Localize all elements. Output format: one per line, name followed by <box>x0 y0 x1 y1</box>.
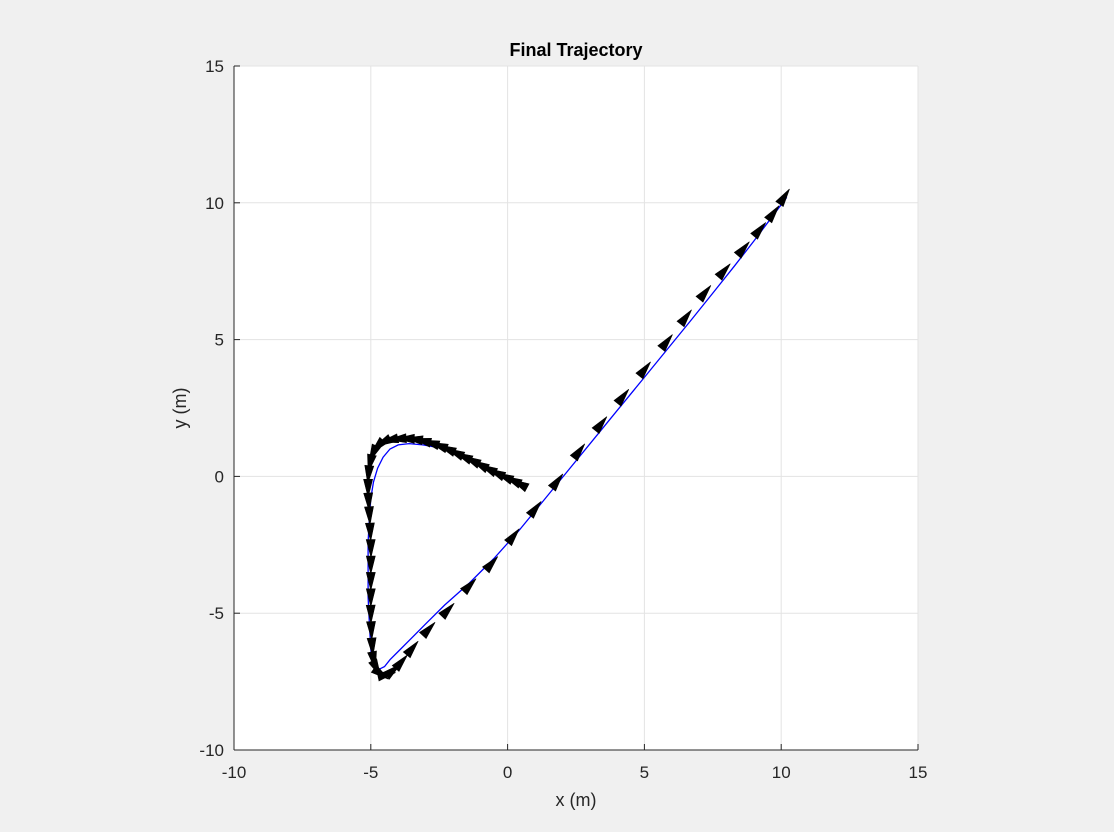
y-tick-label: 5 <box>215 331 224 350</box>
heading-marker <box>419 622 436 639</box>
tick-labels: -10 -5 0 5 10 15 -10 -5 0 5 10 15 <box>199 57 927 782</box>
heading-marker <box>591 416 608 434</box>
x-tick-label: 5 <box>640 763 649 782</box>
x-tick-label: 0 <box>503 763 512 782</box>
x-tick-label: 10 <box>772 763 791 782</box>
heading-marker <box>657 334 673 352</box>
y-tick-label: -10 <box>199 741 224 760</box>
y-tick-label: 10 <box>205 194 224 213</box>
y-tick-label: -5 <box>209 604 224 623</box>
plot-area <box>234 66 918 750</box>
y-tick-label: 0 <box>215 467 224 486</box>
heading-marker <box>438 602 455 620</box>
axes <box>233 65 919 751</box>
heading-marker <box>504 528 520 547</box>
heading-marker <box>460 578 477 596</box>
heading-marker <box>569 443 586 462</box>
x-tick-label: -5 <box>363 763 378 782</box>
heading-marker <box>695 285 712 303</box>
heading-marker <box>775 188 790 207</box>
heading-markers <box>363 188 790 682</box>
heading-marker <box>676 309 692 328</box>
heading-marker <box>525 501 542 519</box>
heading-marker <box>764 205 780 224</box>
heading-marker <box>547 473 564 492</box>
y-tick-label: 15 <box>205 57 224 76</box>
x-tick-label: 15 <box>909 763 928 782</box>
heading-marker <box>750 222 767 240</box>
heading-marker <box>482 556 499 574</box>
y-axis-label: y (m) <box>170 388 190 429</box>
chart-title: Final Trajectory <box>509 40 642 60</box>
heading-marker <box>613 388 630 407</box>
heading-marker <box>510 479 530 493</box>
x-tick-label: -10 <box>222 763 247 782</box>
x-axis-label: x (m) <box>556 790 597 810</box>
heading-marker <box>402 640 419 659</box>
heading-marker <box>714 263 731 281</box>
heading-marker <box>635 361 651 380</box>
grid-lines <box>233 65 919 751</box>
heading-marker <box>733 241 750 259</box>
